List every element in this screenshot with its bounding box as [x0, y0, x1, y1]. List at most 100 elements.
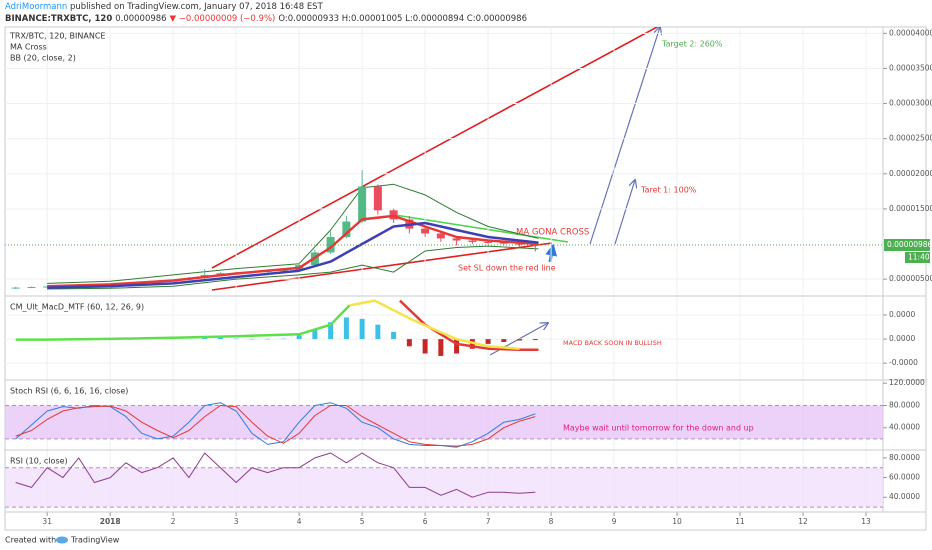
x-tick-label: 11	[735, 517, 745, 526]
moving-average	[47, 214, 539, 288]
candle-body	[342, 221, 351, 238]
histogram-bar	[249, 338, 255, 340]
histogram-bar	[517, 339, 523, 341]
moving-average	[47, 221, 539, 289]
countdown-box	[905, 252, 930, 264]
histogram-bar	[265, 338, 271, 340]
candle-body	[11, 287, 20, 289]
y-tick-label: 40.0000	[889, 423, 920, 432]
x-tick-label: 2	[171, 517, 176, 526]
candle-body	[499, 242, 508, 244]
y-tick-label: 0.00003500	[889, 63, 932, 72]
x-tick-label: 10	[672, 517, 682, 526]
histogram-bar	[328, 322, 334, 340]
pane-title: RSI (10, close)	[10, 457, 68, 466]
x-tick-label: 5	[360, 517, 365, 526]
histogram-bar	[485, 339, 491, 344]
legend-item: MA Cross	[10, 43, 47, 52]
arrow	[589, 27, 660, 245]
band-fill	[5, 467, 883, 508]
header-line: AdriMoormann published on TradingView.co…	[5, 2, 324, 12]
author: AdriMoormann	[5, 2, 67, 12]
y-tick-label: 40.0000	[889, 492, 920, 501]
legend-item: TRX/BTC, 120, BINANCE	[9, 32, 105, 41]
annotation: Maybe wait until tomorrow for the down a…	[563, 424, 754, 433]
x-tick-label: 2018	[100, 517, 121, 526]
trend-line	[211, 27, 659, 269]
histogram-bar	[391, 331, 397, 340]
histogram-bar	[501, 339, 507, 342]
annotation: MACD BACK SOON IN BULLISH	[563, 339, 662, 347]
y-tick-label: 0.0000	[889, 310, 915, 319]
footer-brand: TradingView	[70, 536, 120, 545]
annotation: Set SL down the red line	[458, 264, 556, 273]
x-tick-label: 4	[297, 517, 302, 526]
histogram-bar	[375, 324, 381, 340]
histogram-bar	[233, 338, 239, 340]
candle-body	[484, 241, 493, 243]
histogram-bar	[296, 335, 302, 340]
trend-line	[211, 242, 553, 291]
frame	[4, 26, 927, 531]
x-tick-label: 8	[549, 517, 554, 526]
change: ▼ −0.00000009 (−0.9%)	[170, 14, 276, 24]
y-tick-label: 0.00002000	[889, 169, 932, 178]
symbol-line: BINANCE:TRXBTC, 120 0.00000986 ▼ −0.0000…	[5, 14, 527, 24]
logo	[56, 536, 68, 544]
pane-title: CM_Ult_MacD_MTF (60, 12, 26, 9)	[10, 303, 144, 312]
indicator-line	[399, 299, 539, 351]
pane-title: Stoch RSI (6, 6, 16, 16, close)	[10, 387, 128, 396]
y-tick-label: 0.00001500	[889, 204, 932, 213]
x-tick-label: 6	[423, 517, 428, 526]
ohlc: O:0.00000933 H:0.00001005 L:0.00000894 C…	[278, 14, 527, 24]
histogram-bar	[454, 339, 460, 354]
x-tick-label: 13	[861, 517, 871, 526]
candle-body	[468, 240, 477, 242]
y-tick-label: 80.0000	[889, 453, 920, 462]
histogram-bar	[280, 338, 286, 340]
arrow	[614, 180, 635, 245]
indicator-line	[15, 452, 536, 498]
histogram-bar	[359, 318, 365, 340]
x-tick-label: 31	[42, 517, 52, 526]
candle-body	[358, 186, 367, 222]
band-fill	[5, 405, 883, 439]
y-tick-label: 120.0000	[889, 378, 925, 387]
published: published on TradingView.com, January 07…	[70, 2, 324, 12]
y-tick-label: 0.00002500	[889, 134, 932, 143]
histogram-bar	[217, 337, 223, 340]
annotation: Target 2: 260%	[661, 40, 723, 49]
candle-body	[27, 287, 36, 289]
y-tick-label: 0.0000	[889, 334, 915, 343]
candle-body	[452, 238, 461, 241]
price: 0.00000986	[115, 14, 166, 24]
last-price-label: 0.00000986	[887, 240, 932, 249]
candle-body	[421, 228, 430, 234]
indicator-line	[15, 304, 351, 341]
bollinger-band	[47, 245, 539, 290]
legend-item: BB (20, close, 2)	[10, 54, 76, 63]
annotation: MA GONA CROSS	[516, 228, 589, 238]
last-price-box	[884, 239, 930, 252]
x-tick-label: 9	[612, 517, 617, 526]
x-tick-label: 7	[486, 517, 491, 526]
candle-body	[436, 233, 445, 239]
footer-created: Created with	[5, 536, 56, 545]
x-tick-label: 3	[234, 517, 239, 526]
y-tick-label: 80.0000	[889, 400, 920, 409]
y-tick-label: 0.00004000	[889, 28, 932, 37]
annotation: Taret 1: 100%	[640, 186, 697, 195]
histogram-bar	[422, 339, 428, 354]
symbol: BINANCE:TRXBTC, 120	[5, 14, 112, 24]
histogram-bar	[312, 329, 318, 340]
histogram-bar	[532, 339, 538, 341]
countdown: 11:40	[908, 253, 930, 262]
candle-body	[326, 237, 335, 253]
candle-body	[373, 186, 382, 211]
histogram-bar	[406, 339, 412, 347]
histogram-bar	[438, 339, 444, 356]
y-tick-label: 60.0000	[889, 473, 920, 482]
bollinger-band	[47, 183, 539, 284]
